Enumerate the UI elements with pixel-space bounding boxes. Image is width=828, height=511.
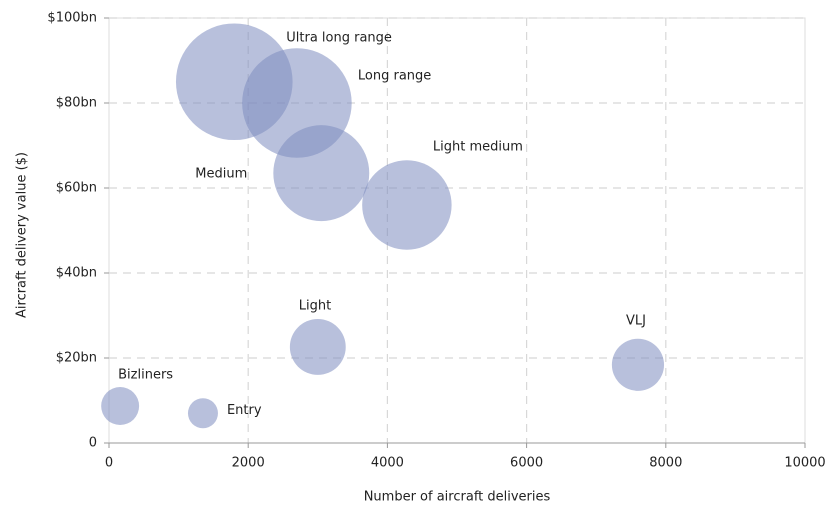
x-tick-label: 2000 (232, 456, 265, 471)
y-tick-label: $60bn (56, 181, 97, 196)
y-tick-label: $100bn (47, 11, 97, 26)
bubble-label: VLJ (626, 313, 646, 328)
x-tick-label: 4000 (371, 456, 404, 471)
x-axis-label: Number of aircraft deliveries (364, 490, 551, 505)
bubble-label: Medium (195, 167, 247, 182)
bubble-label: Bizliners (118, 368, 173, 383)
y-tick-label: $20bn (56, 351, 97, 366)
x-tick-label: 6000 (510, 456, 543, 471)
bubble (273, 125, 370, 222)
bubble-label: Long range (358, 69, 431, 84)
bubble-label: Light (299, 298, 331, 313)
bubble (101, 387, 140, 425)
x-tick-label: 10000 (784, 456, 825, 471)
y-tick-label: $40bn (56, 266, 97, 281)
y-tick-label: 0 (89, 436, 97, 451)
x-tick-label: 8000 (649, 456, 682, 471)
x-tick-label: 0 (105, 456, 113, 471)
bubble (611, 338, 665, 391)
y-tick-label: $80bn (56, 96, 97, 111)
bubble-label: Ultra long range (286, 30, 392, 45)
y-axis-label: Aircraft delivery value ($) (15, 152, 30, 318)
bubble-label: Light medium (433, 140, 523, 155)
bubble (289, 319, 346, 375)
bubble (187, 398, 218, 429)
bubble-label: Entry (227, 403, 262, 418)
bubble (362, 160, 452, 250)
